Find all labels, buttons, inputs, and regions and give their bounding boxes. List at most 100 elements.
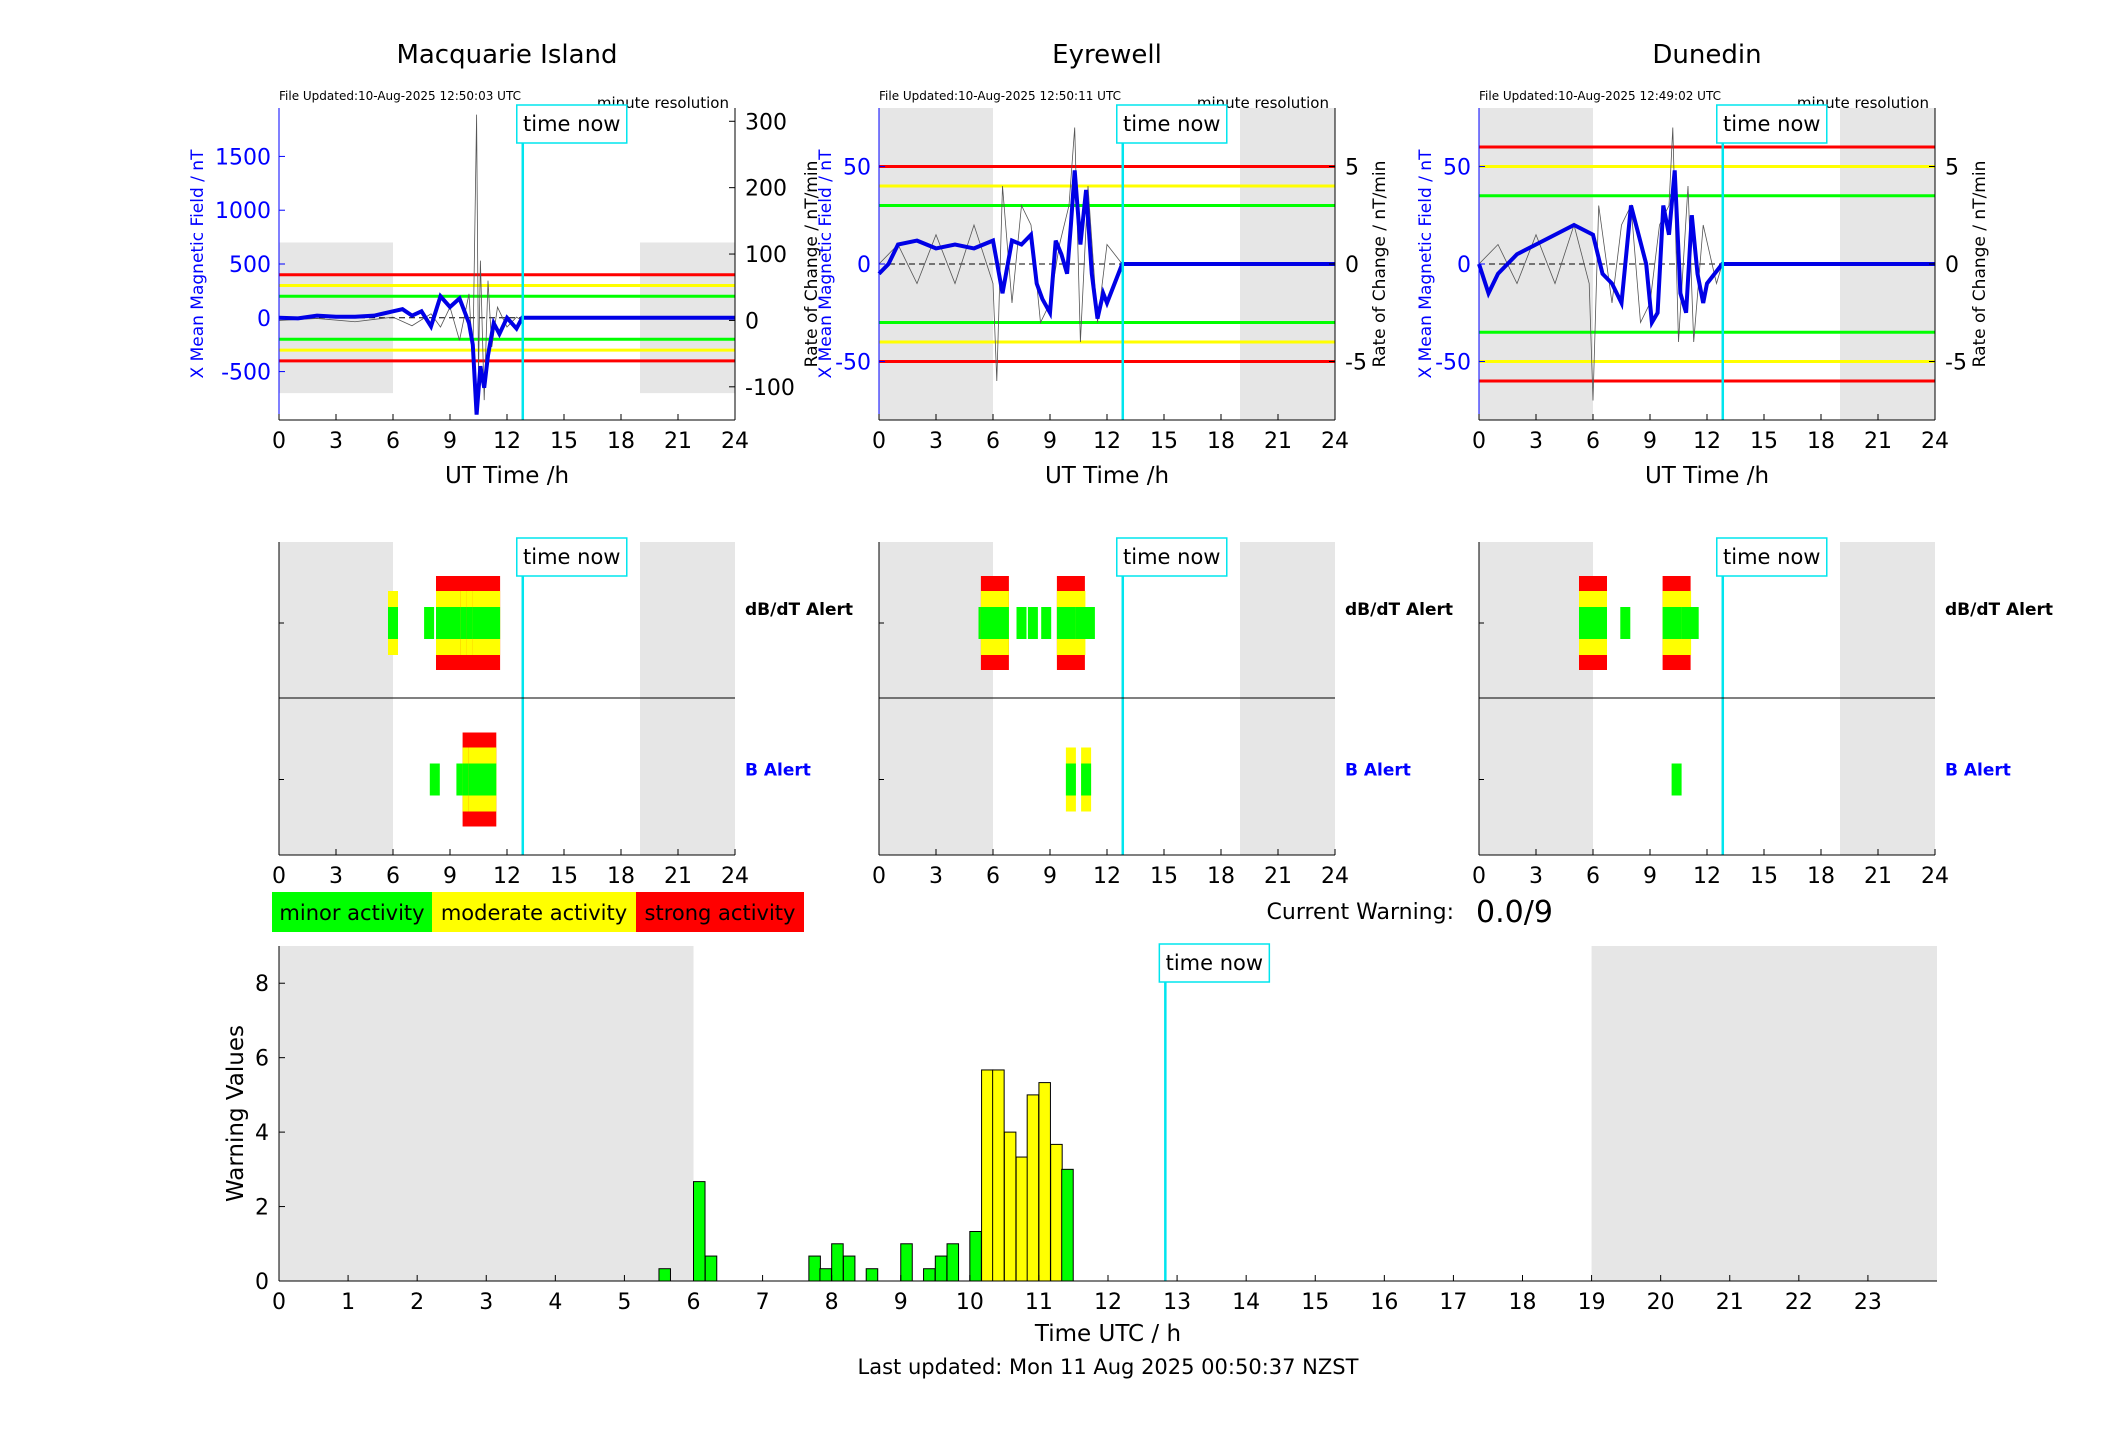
warning-bar — [934, 1255, 948, 1282]
x-tick-label: 3 — [929, 864, 943, 889]
warning-bar — [969, 1230, 982, 1282]
mean-field-series — [1477, 170, 1935, 329]
current-warning-label: Current Warning: — [1267, 900, 1454, 925]
warning-bar — [900, 1243, 913, 1282]
dbdt-alert-bar-minor — [1681, 607, 1692, 639]
x-tick-label: 18 — [1207, 864, 1235, 889]
x-tick-label: 6 — [386, 864, 400, 889]
legend-swatch-2 — [636, 892, 804, 932]
x-tick-label: 10 — [956, 1290, 984, 1315]
time-now-box — [1158, 943, 1271, 983]
b-alert-bar-minor — [429, 763, 440, 796]
x-tick-label: 3 — [1529, 864, 1543, 889]
b-alert-bar-minor — [456, 763, 467, 796]
y-tick-label: 0 — [257, 307, 271, 332]
panel-eyrewell: Eyrewell File Updated:10-Aug-2025 12:50:1… — [816, 40, 1390, 489]
x-tick-label: 0 — [272, 864, 286, 889]
y-right-tick-label: -5 — [1945, 351, 1967, 376]
x-tick-label: 18 — [1207, 429, 1235, 454]
warning-bar — [808, 1255, 821, 1282]
x-tick-label: 21 — [1716, 1290, 1744, 1315]
x-tick-label: 24 — [1321, 429, 1349, 454]
y-right-tick-label: 0 — [745, 309, 759, 334]
x-tick-label: 12 — [1093, 429, 1121, 454]
y-right-tick-label: 0 — [1345, 253, 1359, 278]
dbdt-alert-bar-minor — [980, 607, 1009, 639]
y-right-tick-label: 5 — [1345, 156, 1359, 181]
x-tick-label: 23 — [1854, 1290, 1882, 1315]
minute-resolution: minute resolution — [1797, 94, 1929, 112]
x-tick-label: 3 — [329, 429, 343, 454]
x-tick-label: 6 — [1586, 864, 1600, 889]
time-now-label: time now — [523, 112, 620, 136]
station-title: Macquarie Island — [396, 40, 617, 70]
x-axis-label: Time UTC / h — [1034, 1321, 1181, 1347]
x-tick-label: 21 — [1864, 429, 1892, 454]
y-axis-label: X Mean Magnetic Field / nT — [188, 149, 208, 379]
alert-panel-macquarie-island: time now dB/dT Alert B Alert 0 3 6 9 12 15 18 21 24 — [272, 537, 853, 889]
y-tick-label: 50 — [1443, 156, 1471, 181]
x-tick-label: 19 — [1578, 1290, 1606, 1315]
x-tick-label: 24 — [721, 864, 749, 889]
y-right-tick-label: -5 — [1345, 351, 1367, 376]
dbdt-alert-bar-minor — [1084, 607, 1095, 639]
x-tick-label: 12 — [1693, 864, 1721, 889]
x-tick-label: 4 — [548, 1290, 562, 1315]
b-alert-label: B Alert — [1345, 761, 1411, 781]
dbdt-alert-bar-minor — [472, 607, 501, 639]
x-tick-label: 24 — [1921, 429, 1949, 454]
station-title: Dunedin — [1652, 40, 1761, 70]
x-tick-label: 15 — [1750, 864, 1778, 889]
time-now-box — [1116, 104, 1228, 144]
x-tick-label: 2 — [410, 1290, 424, 1315]
x-tick-label: 9 — [1643, 864, 1657, 889]
y-tick-label: 1500 — [215, 145, 271, 170]
b-alert-label: B Alert — [1945, 761, 2011, 781]
b-alert-bar-minor — [1081, 763, 1092, 796]
x-axis-label: UT Time /h — [1645, 463, 1769, 489]
x-tick-label: 15 — [1301, 1290, 1329, 1315]
x-tick-label: 6 — [986, 864, 1000, 889]
y-axis-label: X Mean Magnetic Field / nT — [1416, 149, 1436, 379]
station-title: Eyrewell — [1052, 40, 1162, 70]
x-tick-label: 3 — [929, 429, 943, 454]
warning-bar — [865, 1268, 879, 1282]
x-tick-label: 21 — [664, 429, 692, 454]
y-tick-label: 500 — [229, 253, 271, 278]
warning-bar — [1038, 1082, 1051, 1282]
y-right-axis-label: Rate of Change / nT/min — [1370, 161, 1390, 368]
y-right-axis-label: Rate of Change / nT/min — [1970, 161, 1990, 368]
y-tick-label: 0 — [1457, 253, 1471, 278]
x-tick-label: 11 — [1025, 1290, 1053, 1315]
panel-dunedin: Dunedin File Updated:10-Aug-2025 12:49:02… — [1416, 40, 1990, 489]
x-tick-label: 5 — [617, 1290, 631, 1315]
y-right-axis-label: Rate of Change / nT/min — [802, 161, 822, 368]
x-axis-label: UT Time /h — [445, 463, 569, 489]
night-shade — [879, 108, 993, 420]
x-tick-label: 9 — [443, 864, 457, 889]
night-shade — [279, 946, 694, 1281]
x-tick-label: 3 — [479, 1290, 493, 1315]
time-now-box — [1716, 104, 1828, 144]
x-tick-label: 22 — [1785, 1290, 1813, 1315]
x-tick-label: 6 — [386, 429, 400, 454]
alert-panel-eyrewell: time now dB/dT Alert B Alert 0 3 6 9 12 15 18 21 24 — [872, 537, 1453, 889]
time-now-label: time now — [1123, 112, 1220, 136]
warning-bar — [693, 1181, 706, 1282]
warning-bar — [658, 1268, 671, 1282]
x-tick-label: 7 — [756, 1290, 770, 1315]
x-tick-label: 0 — [272, 429, 286, 454]
dbdt-alert-bar-minor — [424, 607, 435, 639]
y-right-tick-label: 100 — [745, 243, 787, 268]
file-updated: File Updated:10-Aug-2025 12:50:11 UTC — [879, 89, 1121, 103]
x-tick-label: 0 — [872, 864, 886, 889]
y-tick-label: 0 — [255, 1270, 269, 1295]
x-tick-label: 8 — [825, 1290, 839, 1315]
dbdt-alert-label: dB/dT Alert — [745, 600, 853, 620]
y-tick-label: 0 — [857, 253, 871, 278]
alert-panels: time now dB/dT Alert B Alert 0 3 6 9 12 15 18 21 24… — [272, 537, 2053, 889]
x-tick-label: 18 — [607, 429, 635, 454]
warning-bar — [831, 1243, 844, 1282]
y-axis-label: X Mean Magnetic Field / nT — [816, 149, 836, 379]
